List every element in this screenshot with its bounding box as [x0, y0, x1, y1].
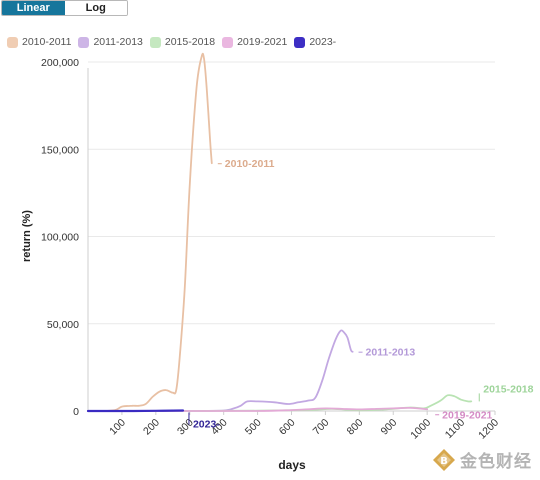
x-tick-label: 700: [311, 417, 332, 438]
y-tick-label: 200,000: [41, 57, 79, 69]
x-tick-label: 100: [107, 417, 128, 438]
series-end-label: 2010-2011: [225, 158, 275, 170]
jinse-logo-icon: B: [433, 448, 455, 471]
y-tick-label: 0: [73, 406, 79, 418]
series-end-label: 2023-: [193, 418, 220, 430]
y-tick-label: 150,000: [41, 144, 79, 156]
grid-layer: [88, 61, 495, 325]
legend-label: 2023-: [309, 36, 337, 48]
x-tick-label: 200: [141, 417, 162, 438]
log-scale-button[interactable]: Log: [64, 1, 127, 15]
y-tick-label: 50,000: [47, 319, 79, 331]
chart-legend: 2010-2011 2011-2013 2015-2018 2019-2021 …: [7, 36, 343, 48]
series-line-2019-2021: [87, 406, 429, 412]
series-layer: [86, 52, 473, 413]
label-layer: 2010-2011 2011-2013 2015-2018 2019-2021 2023…: [188, 158, 534, 430]
series-end-label: 2011-2013: [366, 347, 416, 359]
y-tick-label: 100,000: [41, 232, 79, 244]
legend-swatch: [222, 36, 234, 48]
legend-swatch: [78, 36, 90, 48]
legend-item-2011-2013[interactable]: 2011-2013: [78, 36, 143, 48]
legend-swatch: [294, 36, 306, 48]
y-axis-label: return (%): [21, 210, 33, 262]
legend-item-2010-2011[interactable]: 2010-2011: [7, 36, 71, 48]
legend-label: 2019-2021: [237, 36, 288, 48]
x-axis-label: days: [278, 458, 306, 472]
legend-item-2019-2021[interactable]: 2019-2021: [222, 36, 287, 48]
legend-label: 2010-2011: [22, 36, 72, 48]
legend-swatch: [149, 36, 161, 48]
x-tick-label: 500: [243, 417, 264, 438]
legend-item-2015-2018[interactable]: 2015-2018: [149, 36, 216, 48]
series-end-label: 2019-2021: [442, 409, 492, 421]
series-end-label: 2015-2018: [483, 383, 533, 395]
watermark-text: 金色财经: [460, 452, 532, 472]
linear-scale-button[interactable]: Linear: [2, 1, 65, 15]
watermark: B 金色财经: [432, 447, 532, 472]
legend-label: 2011-2013: [93, 36, 143, 48]
series-line-2023: [86, 409, 185, 413]
x-tick-label: 900: [378, 417, 399, 438]
x-tick-label: 800: [345, 417, 366, 438]
svg-text:B: B: [440, 456, 448, 467]
scale-toggle: Linear Log: [1, 0, 128, 16]
series-line-2011-2013: [87, 329, 354, 412]
x-tick-label: 600: [277, 417, 298, 438]
legend-item-2023[interactable]: 2023-: [294, 36, 336, 48]
legend-swatch: [7, 36, 18, 48]
legend-label: 2015-2018: [164, 36, 216, 48]
series-line-2010-2011: [87, 52, 213, 412]
x-tick-label: 1000: [408, 417, 433, 442]
